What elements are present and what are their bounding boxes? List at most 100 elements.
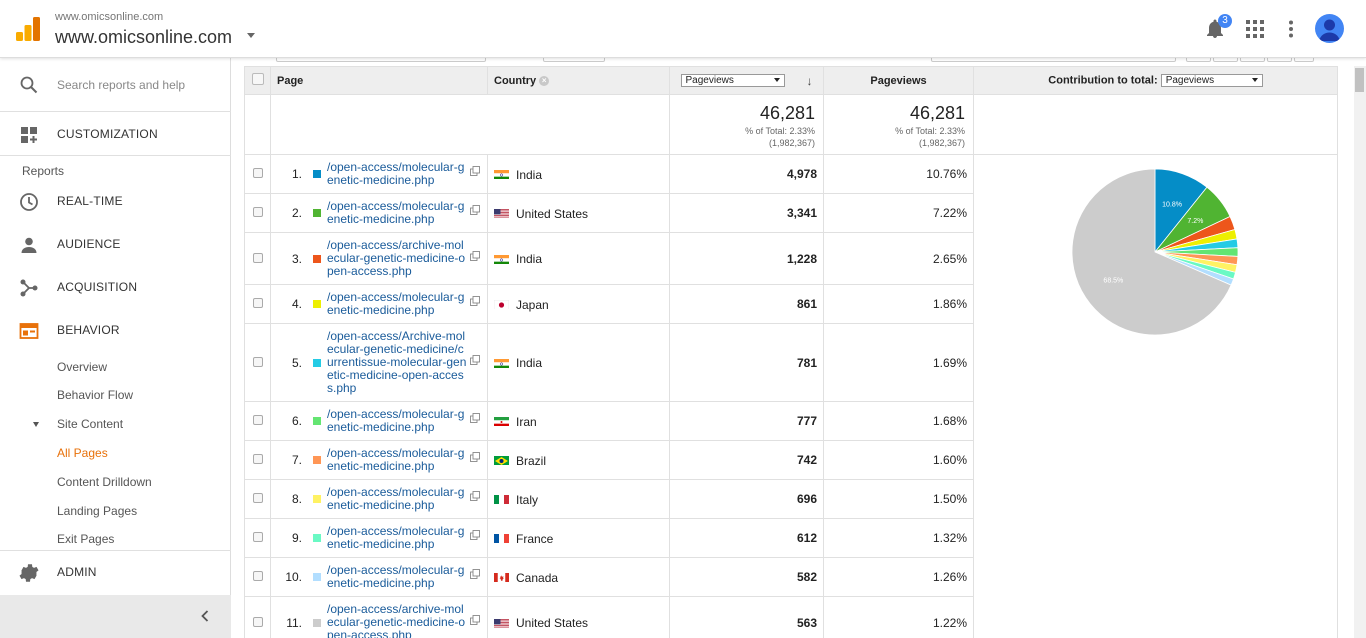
page-link[interactable]: /open-access/molecular-genetic-medicine.…	[327, 523, 465, 551]
flag-jp-icon	[494, 299, 509, 310]
table-row[interactable]: 2. /open-access/molecular-genetic-medicin…	[244, 193, 1338, 233]
open-external-icon[interactable]	[470, 490, 480, 501]
table-row[interactable]: 10. /open-access/molecular-genetic-medici…	[244, 557, 1338, 597]
nav-overview[interactable]: Overview	[57, 360, 108, 374]
nav-content-drilldown[interactable]: Content Drilldown	[57, 475, 152, 489]
property-caret-icon[interactable]	[247, 33, 255, 38]
country-name[interactable]: Japan	[516, 297, 549, 312]
view-toggle-button[interactable]	[1186, 58, 1211, 62]
table-row[interactable]: 3. /open-access/archive-molecular-genetic…	[244, 232, 1338, 285]
nav-exit-pages[interactable]: Exit Pages	[57, 532, 115, 546]
row-checkbox[interactable]	[252, 356, 263, 367]
row-checkbox[interactable]	[252, 454, 263, 464]
sort-desc-icon[interactable]: ↓	[806, 73, 813, 88]
notification-count-badge[interactable]: 3	[1218, 14, 1232, 28]
open-external-icon[interactable]	[470, 568, 480, 579]
nav-admin[interactable]: ADMIN	[0, 552, 231, 592]
header-page[interactable]: Page	[270, 66, 488, 95]
nav-landing-pages[interactable]: Landing Pages	[57, 504, 138, 518]
nav-realtime[interactable]: REAL-TIME	[0, 181, 231, 221]
property-selector[interactable]: www.omicsonline.com	[55, 27, 233, 47]
page-link[interactable]: /open-access/Archive-molecular-genetic-m…	[327, 328, 467, 395]
table-row[interactable]: 6. /open-access/molecular-genetic-medicin…	[244, 401, 1338, 441]
open-external-icon[interactable]	[470, 614, 480, 625]
apps-grid-icon[interactable]	[1246, 20, 1264, 38]
search-reports-input[interactable]	[57, 76, 217, 94]
row-checkbox[interactable]	[252, 616, 263, 627]
toolbar-control[interactable]	[543, 58, 605, 62]
table-row[interactable]: 8. /open-access/molecular-genetic-medicin…	[244, 479, 1338, 519]
toolbar-control[interactable]	[276, 58, 486, 62]
pie-slice[interactable]	[1071, 168, 1232, 336]
more-vert-icon[interactable]	[1287, 20, 1295, 38]
expand-triangle-icon[interactable]	[33, 422, 39, 427]
open-external-icon[interactable]	[470, 412, 480, 423]
scrollbar-thumb[interactable]	[1355, 68, 1364, 92]
country-name[interactable]: Brazil	[516, 453, 547, 468]
view-toggle-button[interactable]	[1240, 58, 1265, 62]
page-link[interactable]: /open-access/molecular-genetic-medicine.…	[327, 289, 465, 317]
table-row[interactable]: 11. /open-access/archive-molecular-geneti…	[244, 596, 1338, 638]
open-external-icon[interactable]	[470, 165, 480, 176]
row-checkbox[interactable]	[252, 252, 263, 263]
row-checkbox[interactable]	[252, 415, 263, 425]
open-external-icon[interactable]	[470, 204, 480, 215]
country-name[interactable]: India	[516, 251, 543, 266]
page-link[interactable]: /open-access/molecular-genetic-medicine.…	[327, 445, 465, 473]
user-avatar[interactable]	[1315, 14, 1344, 43]
country-name[interactable]: India	[516, 355, 543, 370]
vertical-scrollbar[interactable]	[1354, 66, 1366, 638]
nav-behavior[interactable]: BEHAVIOR	[0, 310, 231, 350]
row-checkbox[interactable]	[252, 493, 263, 503]
report-table: Page Country × Pageviews ↓ Pageviews Contr…	[244, 66, 1338, 638]
country-name[interactable]: Italy	[516, 492, 539, 507]
page-link[interactable]: /open-access/molecular-genetic-medicine.…	[327, 198, 465, 226]
collapse-sidebar-bar[interactable]	[0, 595, 231, 638]
country-name[interactable]: Iran	[516, 414, 537, 429]
page-link[interactable]: /open-access/archive-molecular-genetic-m…	[327, 601, 466, 638]
nav-all-pages[interactable]: All Pages	[57, 446, 108, 460]
view-toggle-button[interactable]	[1294, 58, 1314, 62]
metric-select[interactable]: Pageviews	[680, 74, 785, 87]
row-checkbox[interactable]	[252, 207, 263, 217]
row-checkbox[interactable]	[252, 571, 263, 581]
page-link[interactable]: /open-access/archive-molecular-genetic-m…	[327, 237, 466, 278]
row-checkbox[interactable]	[252, 168, 263, 178]
view-toggle-button[interactable]	[1267, 58, 1292, 62]
table-row[interactable]: 5. /open-access/Archive-molecular-genetic…	[244, 323, 1338, 402]
country-name[interactable]: India	[516, 167, 543, 182]
chevron-left-icon[interactable]	[199, 609, 211, 623]
open-external-icon[interactable]	[470, 250, 480, 261]
contribution-select[interactable]: Pageviews	[1160, 74, 1263, 87]
table-row[interactable]: 1. /open-access/molecular-genetic-medicin…	[244, 154, 1338, 638]
table-row[interactable]: 9. /open-access/molecular-genetic-medicin…	[244, 518, 1338, 558]
nav-acquisition[interactable]: ACQUISITION	[0, 267, 231, 307]
nav-customization[interactable]: CUSTOMIZATION	[0, 114, 231, 154]
row-checkbox[interactable]	[252, 298, 263, 308]
header-pageviews[interactable]: Pageviews	[823, 66, 974, 95]
row-checkbox[interactable]	[252, 532, 263, 542]
nav-behavior-flow[interactable]: Behavior Flow	[57, 388, 134, 402]
open-external-icon[interactable]	[470, 451, 480, 462]
header-country[interactable]: Country ×	[487, 66, 670, 95]
analytics-logo-icon[interactable]	[16, 17, 40, 41]
page-link[interactable]: /open-access/molecular-genetic-medicine.…	[327, 406, 465, 434]
country-name[interactable]: France	[516, 531, 554, 546]
remove-dimension-icon[interactable]: ×	[539, 75, 550, 86]
country-name[interactable]: United States	[516, 615, 589, 630]
open-external-icon[interactable]	[470, 295, 480, 306]
country-name[interactable]: United States	[516, 206, 589, 221]
toolbar-control[interactable]	[931, 58, 1176, 62]
select-all-checkbox[interactable]	[251, 73, 264, 85]
page-link[interactable]: /open-access/molecular-genetic-medicine.…	[327, 562, 465, 590]
country-name[interactable]: Canada	[516, 570, 559, 585]
open-external-icon[interactable]	[470, 529, 480, 540]
open-external-icon[interactable]	[470, 354, 480, 365]
page-link[interactable]: /open-access/molecular-genetic-medicine.…	[327, 484, 465, 512]
nav-site-content[interactable]: Site Content	[57, 417, 124, 431]
row-number: 11.	[286, 615, 302, 630]
table-row[interactable]: 4. /open-access/molecular-genetic-medicin…	[244, 284, 1338, 324]
page-link[interactable]: /open-access/molecular-genetic-medicine.…	[327, 159, 465, 187]
view-toggle-button[interactable]	[1213, 58, 1238, 62]
nav-audience[interactable]: AUDIENCE	[0, 224, 231, 264]
